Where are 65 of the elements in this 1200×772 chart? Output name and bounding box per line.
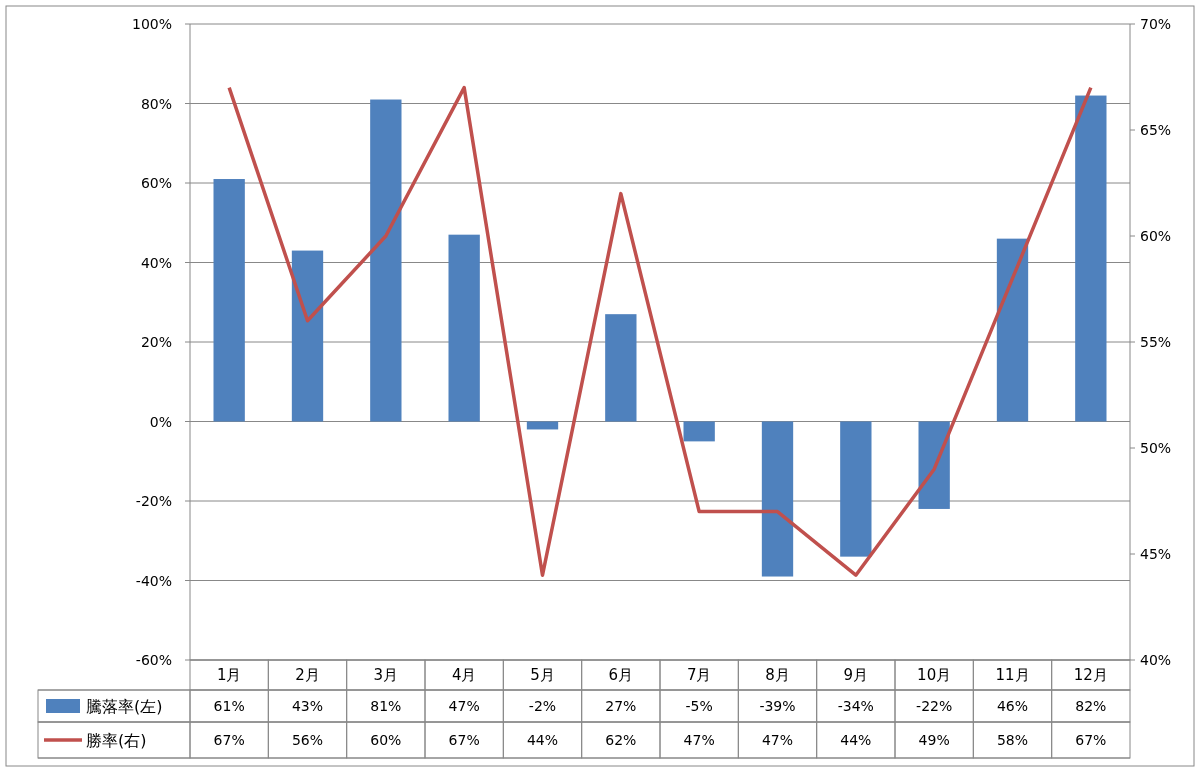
y-tick-label: 100% [131, 16, 172, 32]
data-label: 60% [370, 732, 402, 748]
bar [1075, 95, 1107, 422]
data-label: 44% [840, 732, 872, 748]
data-label: 47% [683, 732, 715, 748]
y2-tick-label: 60% [1140, 228, 1172, 244]
y2-tick-label: 70% [1140, 16, 1172, 32]
bar [996, 238, 1029, 422]
y2-tick-label: 55% [1140, 334, 1172, 350]
data-label: -22% [916, 698, 953, 714]
data-label: 49% [918, 732, 950, 748]
x-tick-label: 2月 [295, 666, 320, 684]
x-tick-label: 11月 [995, 666, 1030, 684]
data-label: 46% [996, 698, 1029, 714]
x-tick-label: 10月 [917, 666, 952, 684]
x-tick-label: 9月 [843, 666, 869, 684]
x-tick-label: 8月 [765, 666, 790, 684]
x-tick-label: 7月 [686, 666, 712, 684]
y2-tick-label: 45% [1140, 546, 1172, 562]
x-tick-label: 3月 [373, 666, 399, 684]
bar [370, 99, 402, 422]
x-tick-label: 4月 [451, 666, 477, 684]
y2-tick-label: 65% [1140, 122, 1172, 138]
data-label: 58% [996, 732, 1029, 748]
data-label: 67% [1075, 732, 1107, 748]
data-label: -5% [685, 698, 713, 714]
data-label: 56% [291, 732, 324, 748]
data-label: 67% [448, 732, 480, 748]
bar [213, 179, 245, 422]
data-label: -34% [837, 698, 874, 714]
x-tick-label: 5月 [530, 666, 555, 684]
data-label: 61% [213, 698, 245, 714]
bar [918, 421, 950, 509]
y-tick-label: 60% [140, 175, 172, 191]
x-tick-label: 12月 [1073, 666, 1108, 684]
bar [605, 314, 637, 422]
y2-tick-label: 40% [1140, 652, 1172, 668]
bar [291, 250, 324, 422]
legend-label: 勝率(右) [86, 731, 147, 750]
bar [683, 421, 715, 442]
x-tick-label: 1月 [216, 666, 242, 684]
bar [761, 421, 794, 577]
y-tick-label: -40% [135, 572, 172, 589]
data-label: 47% [761, 732, 794, 748]
data-label: 62% [605, 732, 637, 748]
y2-tick-label: 50% [1140, 440, 1172, 456]
x-tick-label: 6月 [608, 666, 634, 684]
data-label: 47% [448, 698, 480, 714]
y-tick-label: 20% [140, 334, 172, 350]
y-tick-label: -60% [135, 652, 172, 668]
y-tick-label: 0% [149, 413, 172, 430]
y-tick-label: 40% [140, 254, 172, 271]
data-label: 82% [1075, 698, 1107, 714]
data-label: -2% [528, 698, 557, 714]
data-label: 44% [526, 732, 559, 748]
data-label: 81% [370, 698, 402, 714]
bar [840, 421, 872, 557]
y-tick-label: 80% [140, 95, 172, 112]
data-label: -39% [759, 698, 796, 714]
data-label: 27% [605, 698, 637, 714]
data-label: 67% [213, 732, 245, 748]
bar [448, 234, 480, 422]
legend-label: 騰落率(左) [86, 697, 163, 716]
y-tick-label: -20% [135, 493, 172, 509]
data-label: 43% [291, 698, 324, 714]
